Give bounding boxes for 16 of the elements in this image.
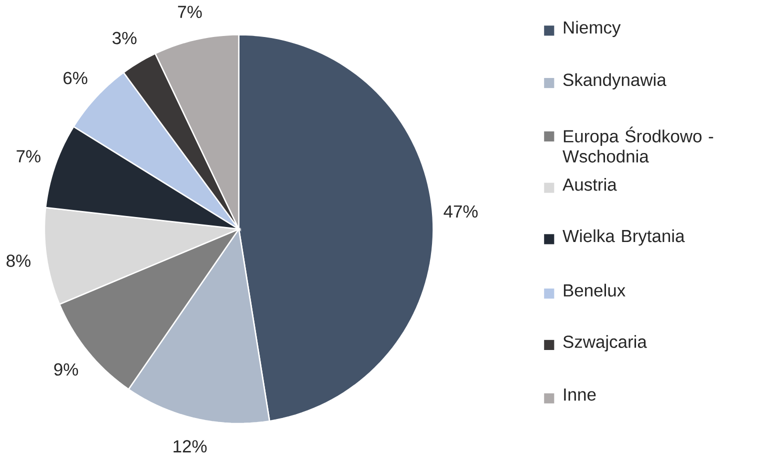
legend-label: Europa Środkowo - Wschodnia bbox=[562, 126, 714, 162]
legend-label: Szwajcaria bbox=[563, 335, 647, 352]
legend-label: Wielka Brytania bbox=[562, 229, 685, 246]
data-label: 47% bbox=[444, 205, 478, 218]
legend-label: Niemcy bbox=[564, 20, 621, 37]
legend-label: Skandynawia bbox=[563, 73, 666, 90]
data-label: 9% bbox=[54, 363, 78, 376]
legend-label: Austria bbox=[562, 178, 617, 191]
legend-label: Benelux bbox=[564, 284, 626, 296]
data-label: 8% bbox=[6, 254, 30, 267]
data-label: 7% bbox=[16, 150, 40, 162]
legend-label: Inne bbox=[564, 388, 596, 401]
data-label: 3% bbox=[112, 32, 136, 44]
data-label: 7% bbox=[178, 6, 202, 18]
data-label: 6% bbox=[64, 72, 88, 84]
data-label: 12% bbox=[174, 440, 207, 452]
